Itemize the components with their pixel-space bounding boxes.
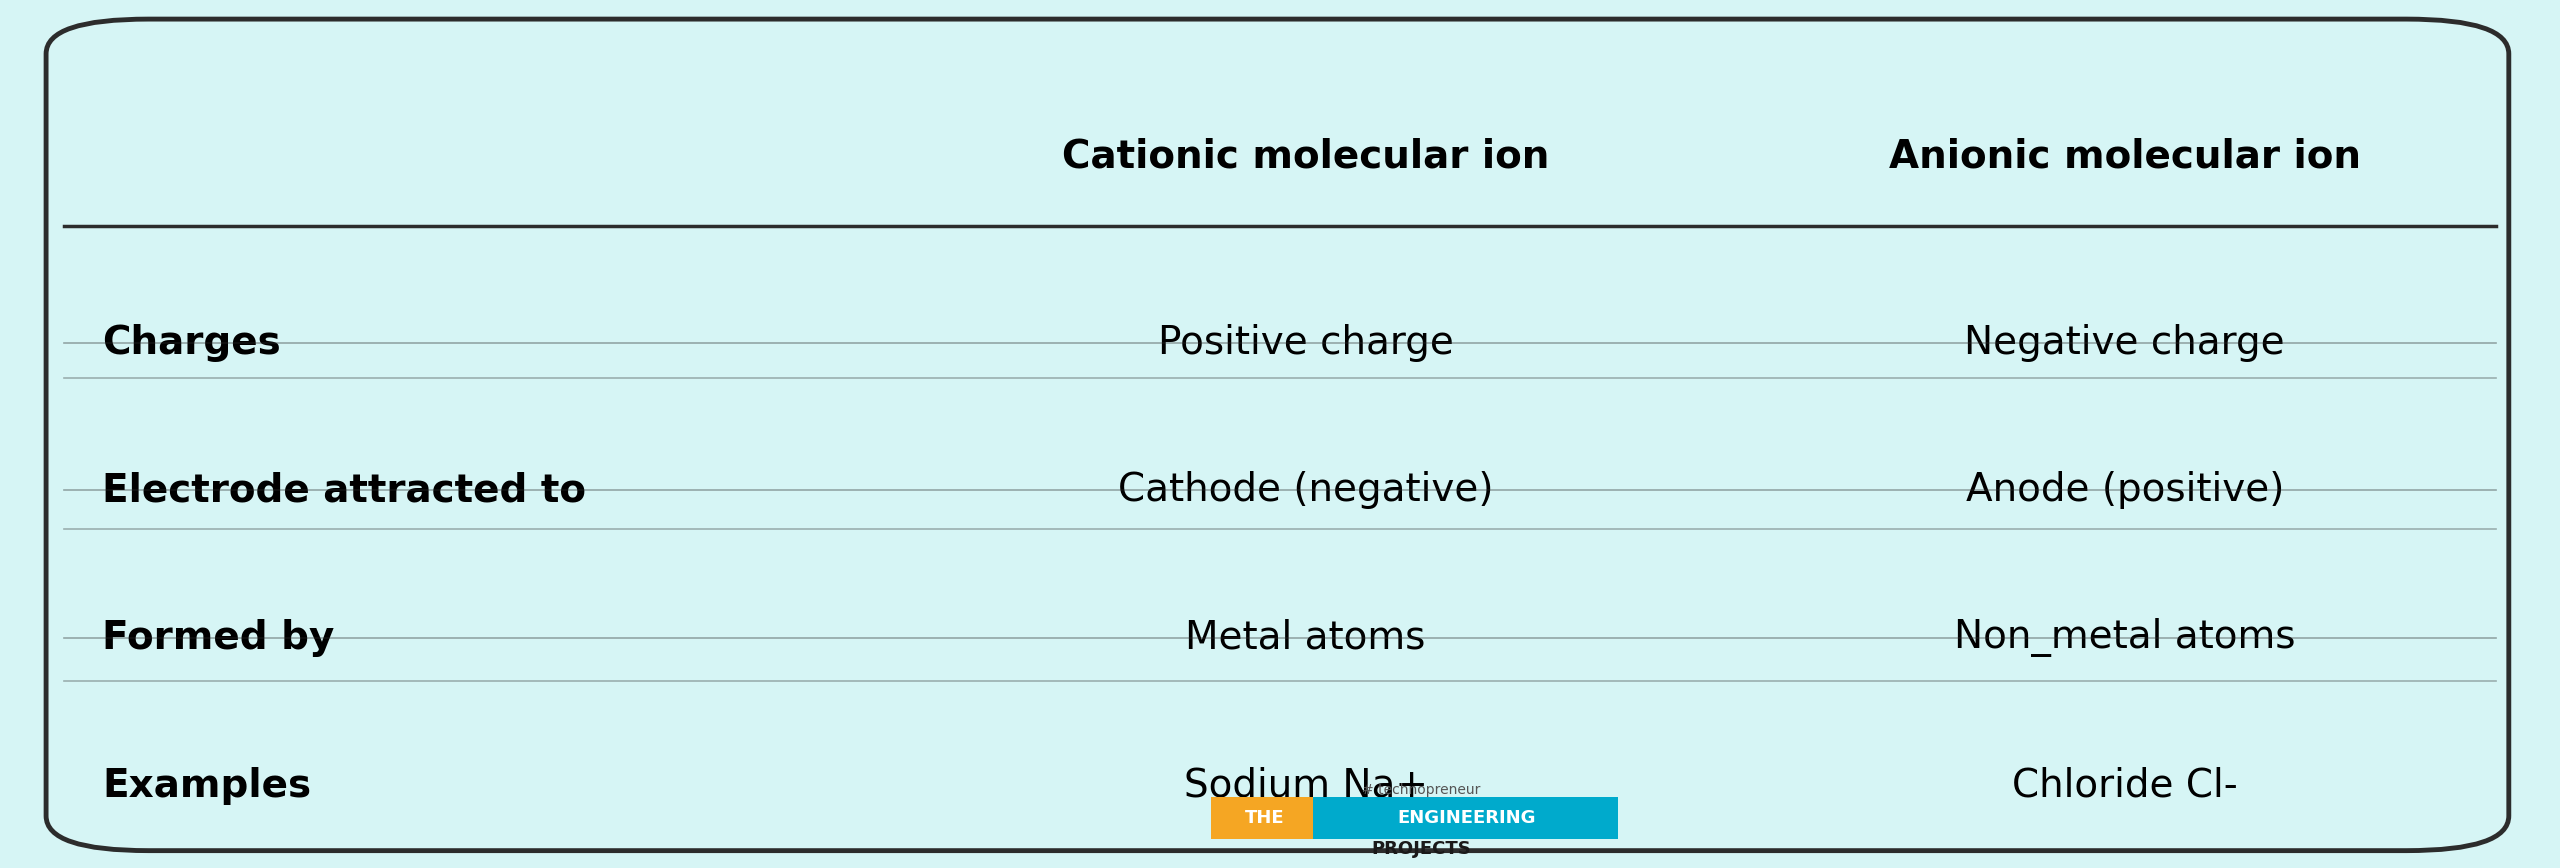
Text: ENGINEERING: ENGINEERING [1398,809,1536,826]
Text: Examples: Examples [102,766,312,805]
FancyBboxPatch shape [1211,797,1318,839]
Text: Electrode attracted to: Electrode attracted to [102,471,586,510]
Text: Charges: Charges [102,324,282,362]
Text: PROJECTS: PROJECTS [1372,840,1469,858]
Text: Anode (positive): Anode (positive) [1966,471,2284,510]
Text: Negative charge: Negative charge [1964,324,2286,362]
FancyBboxPatch shape [1313,797,1618,839]
Text: Anionic molecular ion: Anionic molecular ion [1889,137,2360,175]
Text: Chloride Cl-: Chloride Cl- [2012,766,2237,805]
Text: Cationic molecular ion: Cationic molecular ion [1062,137,1549,175]
Text: Positive charge: Positive charge [1157,324,1454,362]
FancyBboxPatch shape [46,19,2509,851]
Text: Metal atoms: Metal atoms [1185,619,1426,657]
Text: # technopreneur: # technopreneur [1362,783,1480,797]
Text: THE: THE [1244,809,1285,826]
Text: Formed by: Formed by [102,619,335,657]
Text: Sodium Na+: Sodium Na+ [1183,766,1428,805]
Text: Non_metal atoms: Non_metal atoms [1953,619,2296,657]
Text: Cathode (negative): Cathode (negative) [1119,471,1492,510]
